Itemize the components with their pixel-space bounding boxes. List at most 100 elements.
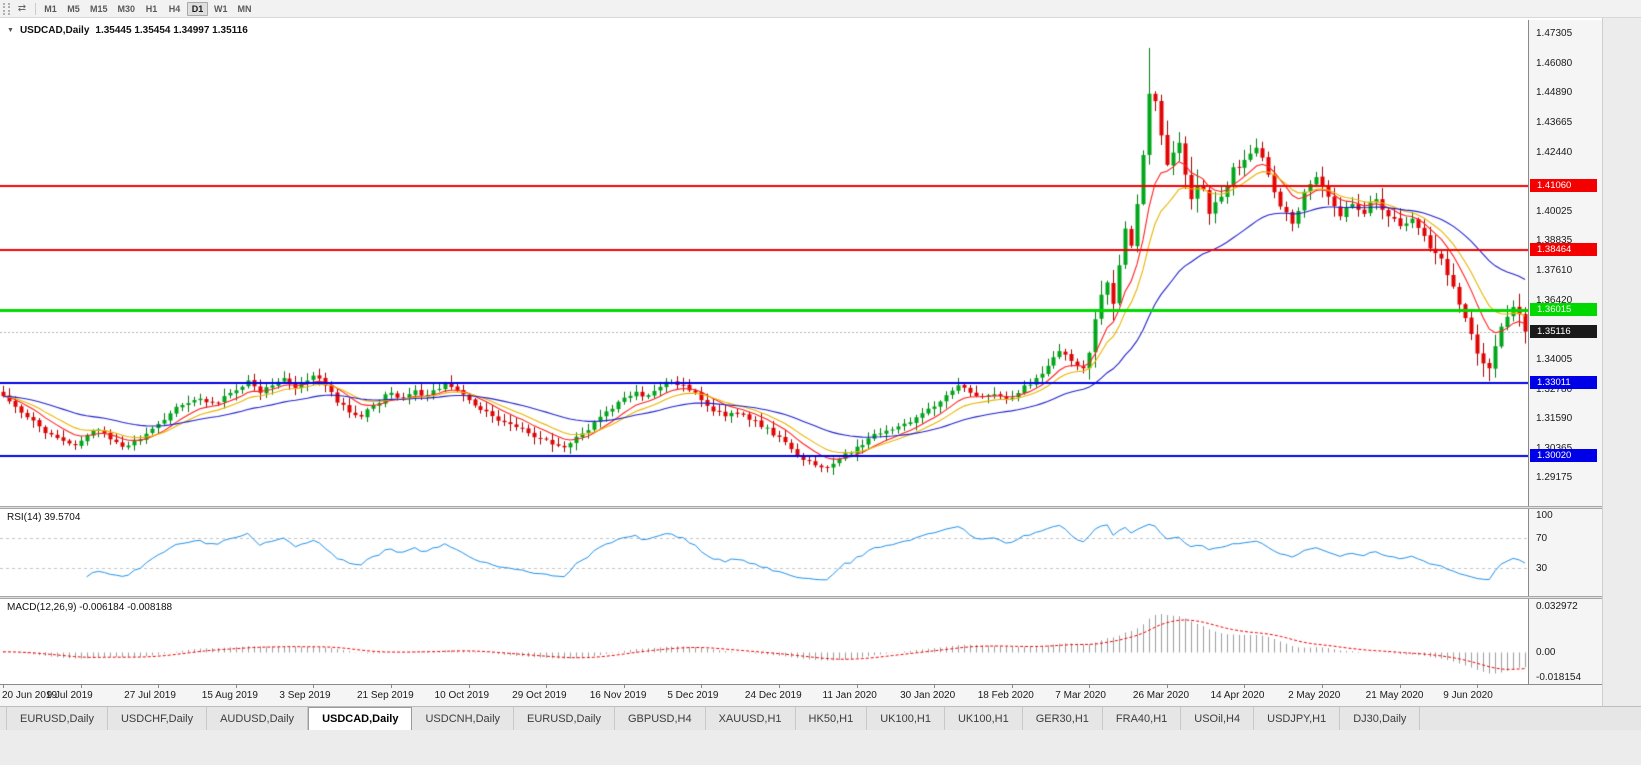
chart-title: ▼ USDCAD,Daily 1.35445 1.35454 1.34997 1… xyxy=(7,25,248,36)
rsi-axis-label: 100 xyxy=(1536,510,1553,521)
chart-window: ▼ USDCAD,Daily 1.35445 1.35454 1.34997 1… xyxy=(0,18,1641,706)
chart-tab[interactable]: FRA40,H1 xyxy=(1103,707,1182,730)
date-label: 20 Jun 2019 xyxy=(2,690,58,701)
price-tick-label: 1.43665 xyxy=(1536,117,1573,129)
chart-tab[interactable]: HK50,H1 xyxy=(796,707,868,730)
date-tick-mark xyxy=(81,685,82,688)
date-label: 11 Jan 2020 xyxy=(822,690,877,701)
price-tick-label: 1.40025 xyxy=(1536,206,1573,218)
chart-tab-bar: EURUSD,Daily USDCHF,Daily AUDUSD,Daily USDC… xyxy=(0,706,1641,730)
price-level-tag[interactable]: 1.36015 xyxy=(1530,302,1597,316)
price-tick-label: 1.38835 xyxy=(1536,235,1573,247)
toolbar-separator xyxy=(35,2,36,15)
panel-splitter-rsi[interactable] xyxy=(0,506,1602,509)
timeframe-button-d1[interactable]: D1 xyxy=(187,1,209,16)
date-tick-mark xyxy=(1167,685,1168,688)
chart-tab[interactable]: GER30,H1 xyxy=(1023,707,1103,730)
date-tick-mark xyxy=(1322,685,1323,688)
date-label: 7 Mar 2020 xyxy=(1055,690,1106,701)
timeframe-button-m5[interactable]: M5 xyxy=(67,3,80,14)
date-tick-mark xyxy=(1477,685,1478,688)
date-tick-mark xyxy=(1400,685,1401,688)
macd-axis-label: 0.00 xyxy=(1536,646,1556,658)
rsi-axis-label: 30 xyxy=(1536,562,1548,574)
rsi-chart[interactable] xyxy=(0,509,1528,596)
price-level-tag[interactable]: 1.41060 xyxy=(1530,178,1597,192)
timeframe-button-mn[interactable]: MN xyxy=(237,3,252,14)
chart-ohlc-values: 1.35445 1.35454 1.34997 1.35116 xyxy=(95,25,248,36)
symbol-dropdown-icon[interactable]: ▼ xyxy=(7,27,14,34)
date-label: 9 Jul 2019 xyxy=(46,690,93,701)
rsi-panel: RSI(14) 39.5704 xyxy=(0,509,1528,596)
timeframe-button-h1[interactable]: H1 xyxy=(145,3,158,14)
price-tick-label: 1.47305 xyxy=(1536,27,1573,39)
date-tick-mark xyxy=(857,685,858,688)
window-right-margin xyxy=(1602,18,1641,706)
current-price-tag: 1.35116 xyxy=(1530,324,1597,338)
chart-tab[interactable]: XAUUSD,H1 xyxy=(706,707,796,730)
price-level-tag[interactable]: 1.38464 xyxy=(1530,242,1597,256)
price-tick-label: 1.42440 xyxy=(1536,147,1573,159)
date-label: 24 Dec 2019 xyxy=(744,690,802,701)
timeframe-button-w1[interactable]: W1 xyxy=(214,3,228,14)
timeframe-button-m30[interactable]: M30 xyxy=(117,3,136,14)
timeframe-button-h4[interactable]: H4 xyxy=(168,3,181,14)
price-tick-label: 1.37610 xyxy=(1536,265,1573,277)
date-tick-mark xyxy=(236,685,237,688)
price-tick-label: 1.36420 xyxy=(1536,294,1573,306)
toolbar-grip-handle[interactable] xyxy=(3,2,10,15)
price-tick-label: 1.34005 xyxy=(1536,353,1573,365)
date-label: 27 Jul 2019 xyxy=(124,690,176,701)
panel-splitter-macd[interactable] xyxy=(0,596,1602,599)
date-label: 9 Jun 2020 xyxy=(1443,690,1493,701)
status-strip xyxy=(0,730,1641,765)
chart-tab[interactable]: EURUSD,Daily xyxy=(514,707,615,730)
date-label: 14 Apr 2020 xyxy=(1210,690,1265,701)
date-label: 21 Sep 2019 xyxy=(356,690,414,701)
date-tick-mark xyxy=(779,685,780,688)
chart-tab[interactable]: UK100,H1 xyxy=(867,707,945,730)
price-level-tag[interactable]: 1.30020 xyxy=(1530,449,1597,463)
timeframe-button-m1[interactable]: M1 xyxy=(44,3,57,14)
chart-arrows-icon[interactable]: ⇄ xyxy=(17,3,27,14)
macd-chart[interactable] xyxy=(0,599,1528,684)
date-tick-mark xyxy=(1012,685,1013,688)
chart-tab[interactable]: EURUSD,Daily xyxy=(6,707,108,730)
chart-tab[interactable]: USDCNH,Daily xyxy=(412,707,515,730)
date-tick-mark xyxy=(391,685,392,688)
macd-label: MACD(12,26,9) -0.006184 -0.008188 xyxy=(7,602,173,613)
price-tick-label: 1.31590 xyxy=(1536,413,1573,424)
date-tick-mark xyxy=(3,685,4,688)
chart-tab[interactable]: USDCAD,Daily xyxy=(308,707,413,730)
chart-tab[interactable]: USDJPY,H1 xyxy=(1254,707,1341,730)
chart-symbol-label: USDCAD,Daily xyxy=(19,25,90,36)
date-tick-mark xyxy=(313,685,314,688)
date-tick-mark xyxy=(469,685,470,688)
chart-tab[interactable]: USOil,H4 xyxy=(1181,707,1255,730)
date-label: 21 May 2020 xyxy=(1365,690,1424,701)
price-level-tag[interactable]: 1.33011 xyxy=(1530,376,1597,390)
date-tick-mark xyxy=(624,685,625,688)
chart-tab[interactable]: AUDUSD,Daily xyxy=(207,707,309,730)
date-tick-mark xyxy=(1244,685,1245,688)
date-tick-mark xyxy=(934,685,935,688)
price-axis[interactable]: 1.47305 1.46080 1.44890 1.43665 1.42440 1.400… xyxy=(1528,20,1602,684)
price-tick-label: 1.46080 xyxy=(1536,57,1573,69)
date-tick-mark xyxy=(1089,685,1090,688)
rsi-label: RSI(14) 39.5704 xyxy=(7,512,81,523)
price-tick-label: 1.32780 xyxy=(1536,383,1573,395)
timeframe-toolbar: ⇄ M1 M5 M15 M30 H1 H4 D1 W1 MN xyxy=(0,0,1641,18)
macd-axis-label: 0.032972 xyxy=(1536,601,1578,613)
date-label: 30 Jan 2020 xyxy=(900,690,956,701)
chart-tab[interactable]: USDCHF,Daily xyxy=(108,707,208,730)
date-label: 15 Aug 2019 xyxy=(201,690,258,701)
chart-tab[interactable]: DJ30,Daily xyxy=(1340,707,1421,730)
date-tick-mark xyxy=(701,685,702,688)
time-axis[interactable]: 20 Jun 2019 9 Jul 2019 27 Jul 2019 15 Aug 2… xyxy=(0,684,1602,706)
timeframe-buttons: M1 M5 M15 M30 H1 H4 D1 W1 MN xyxy=(40,1,256,16)
chart-tab[interactable]: GBPUSD,H4 xyxy=(615,707,706,730)
candlestick-chart[interactable] xyxy=(0,20,1528,506)
date-tick-mark xyxy=(546,685,547,688)
chart-tab[interactable]: UK100,H1 xyxy=(945,707,1023,730)
timeframe-button-m15[interactable]: M15 xyxy=(90,3,108,14)
